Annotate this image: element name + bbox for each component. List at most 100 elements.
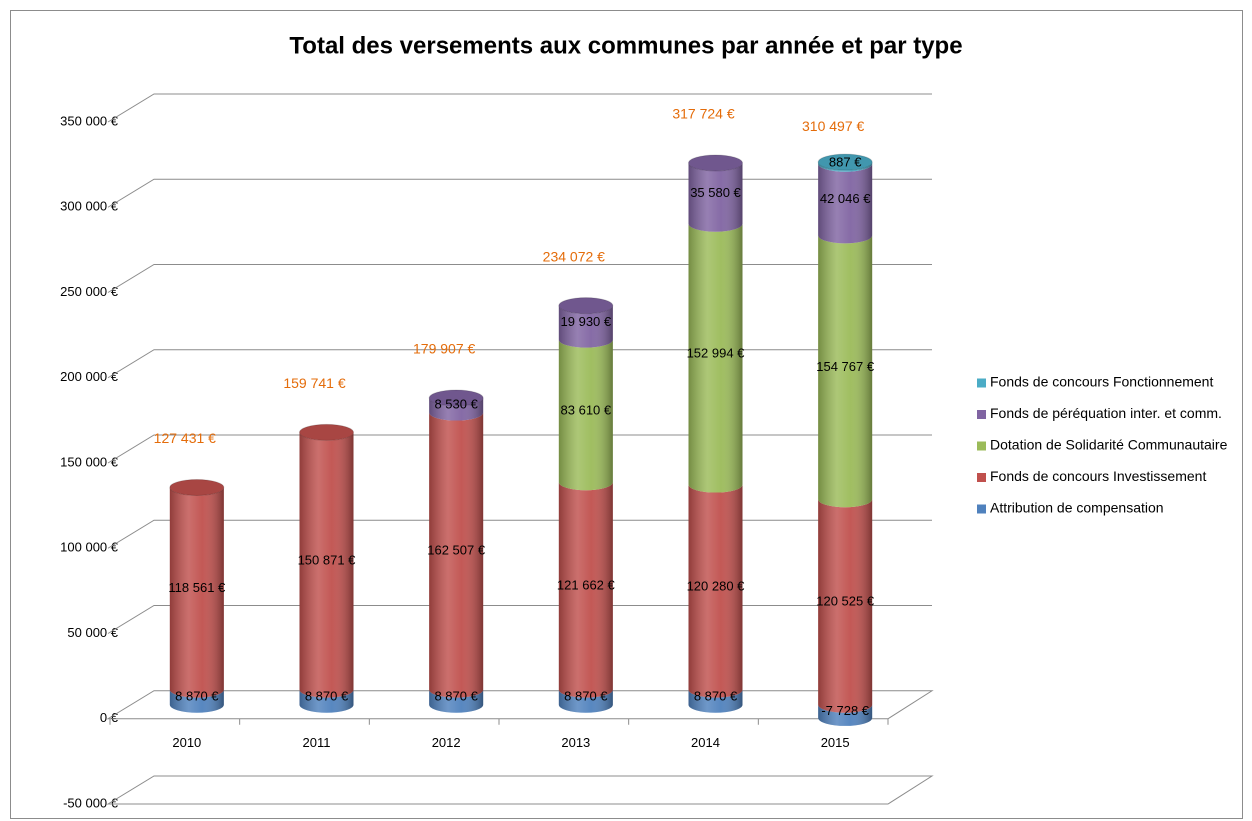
- bar-shade: [688, 223, 743, 493]
- data-label: -7 728 €: [821, 703, 869, 718]
- total-label: 127 431 €: [154, 430, 216, 446]
- bar: [818, 704, 873, 726]
- bar: [169, 689, 224, 713]
- bar-top-shade: [169, 479, 224, 496]
- bar-top: [558, 297, 614, 315]
- y-tick-label: 100 000 €: [60, 540, 119, 555]
- grid-line: [106, 690, 934, 720]
- grid-line: [106, 775, 934, 805]
- x-tick-label: 2013: [561, 735, 590, 750]
- y-tick-label: 350 000 €: [60, 113, 119, 128]
- y-tick-label: 250 000 €: [60, 284, 119, 299]
- y-tick-label: 300 000 €: [60, 199, 119, 214]
- data-label: 118 561 €: [168, 580, 226, 595]
- bar-shade: [429, 412, 484, 698]
- bar-shade: [429, 398, 484, 421]
- y-tick-label: -50 000 €: [63, 795, 119, 810]
- bar-shade: [299, 689, 354, 713]
- legend-swatch: [977, 378, 986, 388]
- total-label: 159 741 €: [283, 375, 345, 391]
- x-tick-label: 2010: [172, 735, 201, 750]
- legend-label: Attribution de compensation: [990, 500, 1164, 516]
- bar-top-shade: [688, 155, 743, 172]
- data-label: 162 507 €: [427, 543, 486, 558]
- data-label: 19 930 €: [561, 314, 612, 329]
- bar-top-shade: [818, 154, 873, 171]
- total-label: 317 724 €: [672, 106, 734, 122]
- x-tick-label: 2014: [691, 735, 720, 750]
- bar-shade: [688, 163, 743, 232]
- grid-line: [107, 264, 932, 293]
- bar-top-shade: [299, 424, 354, 441]
- bar: [688, 484, 743, 698]
- bar: [558, 339, 613, 491]
- bar-top: [169, 478, 225, 496]
- data-label: 120 525 €: [816, 593, 875, 608]
- grid-line: [107, 178, 932, 208]
- bar: [688, 689, 743, 713]
- bar-shade: [558, 482, 613, 698]
- y-tick-label: 50 000 €: [67, 625, 118, 640]
- bar: [169, 478, 225, 698]
- bar-top-shade: [429, 390, 484, 407]
- bar-shade: [818, 499, 873, 713]
- data-label: 8 870 €: [175, 689, 219, 704]
- bar-shade: [688, 484, 743, 698]
- bar: [818, 163, 873, 244]
- bar-shade: [558, 339, 613, 491]
- legend-swatch: [977, 410, 986, 419]
- data-label: 8 870 €: [434, 689, 478, 704]
- data-label: 120 280 €: [687, 579, 746, 594]
- grid-line: [107, 434, 932, 464]
- bar-top: [688, 154, 743, 172]
- bar-shade: [818, 163, 873, 244]
- chart-title: Total des versements aux communes par an…: [289, 32, 962, 59]
- grid-line: [107, 519, 932, 549]
- x-tick-label: 2012: [432, 735, 461, 750]
- grid-line: [107, 349, 932, 379]
- data-label: 887 €: [829, 154, 862, 169]
- bar-shade: [818, 162, 873, 172]
- bar: [428, 389, 484, 421]
- total-label: 179 907 €: [413, 341, 475, 357]
- bar-shade: [818, 235, 873, 508]
- y-tick-label: 150 000 €: [60, 454, 119, 469]
- bar: [688, 223, 743, 493]
- legend-swatch: [977, 441, 986, 451]
- x-tick-label: 2015: [821, 735, 850, 750]
- legend-label: Fonds de concours Fonctionnement: [990, 374, 1213, 390]
- y-tick-label: 200 000 €: [60, 369, 119, 384]
- legend-label: Dotation de Solidarité Communautaire: [990, 437, 1228, 453]
- legend-label: Fonds de concours Investissement: [990, 468, 1206, 484]
- grid-line: [107, 93, 932, 123]
- data-label: 42 046 €: [820, 191, 871, 206]
- data-label: 8 530 €: [434, 397, 478, 412]
- bar: [429, 412, 484, 698]
- total-label: 234 072 €: [543, 248, 605, 264]
- legend-label: Fonds de péréquation inter. et comm.: [990, 405, 1222, 421]
- bar: [299, 689, 354, 713]
- bar: [688, 154, 743, 232]
- legend-swatch: [977, 504, 986, 514]
- bar: [558, 482, 613, 698]
- total-label: 310 497 €: [802, 118, 864, 134]
- bar-shade: [818, 704, 873, 726]
- data-label: 83 610 €: [561, 402, 612, 417]
- bar-shade: [429, 689, 484, 713]
- grid-line: [107, 605, 932, 634]
- bar: [818, 499, 873, 713]
- data-label: 154 767 €: [816, 359, 875, 374]
- bar-shade: [169, 487, 224, 698]
- bar-shade: [688, 689, 743, 713]
- bar: [817, 153, 873, 172]
- data-label: 152 994 €: [687, 346, 746, 361]
- bar: [429, 689, 484, 713]
- bar-shade: [299, 432, 354, 698]
- data-label: 8 870 €: [305, 689, 349, 704]
- bar-shade: [558, 305, 613, 348]
- bar: [558, 297, 614, 348]
- legend-swatch: [977, 473, 986, 482]
- bar-top-shade: [558, 297, 613, 314]
- x-tick-label: 2011: [303, 735, 331, 750]
